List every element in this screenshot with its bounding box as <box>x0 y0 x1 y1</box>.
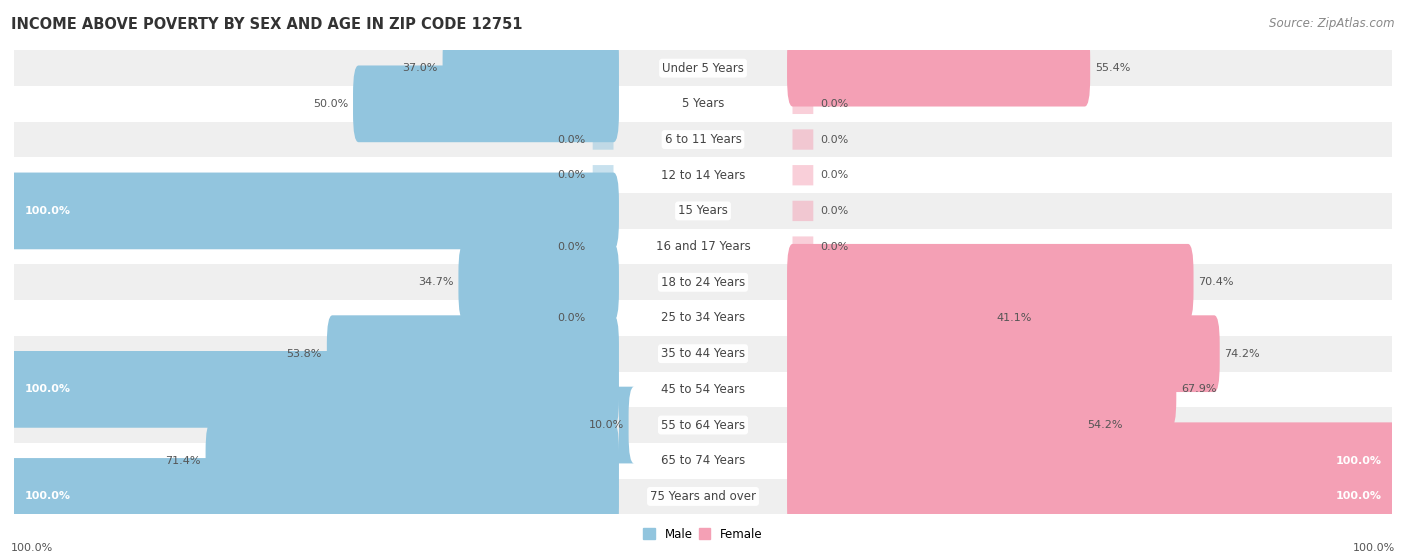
Bar <box>14 372 1392 407</box>
FancyBboxPatch shape <box>793 165 813 186</box>
Text: Under 5 Years: Under 5 Years <box>662 61 744 75</box>
Bar <box>14 193 1392 229</box>
FancyBboxPatch shape <box>326 315 619 392</box>
FancyBboxPatch shape <box>787 280 991 356</box>
Text: 0.0%: 0.0% <box>820 170 848 180</box>
Text: 0.0%: 0.0% <box>820 135 848 145</box>
FancyBboxPatch shape <box>8 351 619 428</box>
Text: 100.0%: 100.0% <box>24 385 70 394</box>
FancyBboxPatch shape <box>787 351 1177 428</box>
Bar <box>14 336 1392 372</box>
Text: 0.0%: 0.0% <box>820 99 848 109</box>
Text: 70.4%: 70.4% <box>1198 277 1234 287</box>
Legend: Male, Female: Male, Female <box>638 523 768 546</box>
Bar <box>14 479 1392 514</box>
Text: Source: ZipAtlas.com: Source: ZipAtlas.com <box>1270 17 1395 30</box>
FancyBboxPatch shape <box>593 308 613 328</box>
Text: 0.0%: 0.0% <box>820 241 848 252</box>
Text: 37.0%: 37.0% <box>402 63 437 73</box>
FancyBboxPatch shape <box>787 315 1219 392</box>
Bar <box>14 407 1392 443</box>
Text: 6 to 11 Years: 6 to 11 Years <box>665 133 741 146</box>
Text: 50.0%: 50.0% <box>314 99 349 109</box>
FancyBboxPatch shape <box>793 201 813 221</box>
FancyBboxPatch shape <box>613 387 634 463</box>
Text: 45 to 54 Years: 45 to 54 Years <box>661 383 745 396</box>
FancyBboxPatch shape <box>787 423 1398 499</box>
Text: 12 to 14 Years: 12 to 14 Years <box>661 169 745 182</box>
Text: 75 Years and over: 75 Years and over <box>650 490 756 503</box>
Text: 0.0%: 0.0% <box>558 313 586 323</box>
Text: 16 and 17 Years: 16 and 17 Years <box>655 240 751 253</box>
Text: 0.0%: 0.0% <box>558 135 586 145</box>
Text: 0.0%: 0.0% <box>820 206 848 216</box>
FancyBboxPatch shape <box>793 236 813 257</box>
Text: 25 to 34 Years: 25 to 34 Years <box>661 311 745 324</box>
FancyBboxPatch shape <box>787 387 1083 463</box>
Text: 55 to 64 Years: 55 to 64 Years <box>661 419 745 432</box>
FancyBboxPatch shape <box>793 94 813 114</box>
FancyBboxPatch shape <box>593 165 613 186</box>
Text: 100.0%: 100.0% <box>1353 543 1395 553</box>
FancyBboxPatch shape <box>443 30 619 107</box>
FancyBboxPatch shape <box>8 458 619 535</box>
Text: 65 to 74 Years: 65 to 74 Years <box>661 454 745 467</box>
Text: 67.9%: 67.9% <box>1181 385 1216 394</box>
FancyBboxPatch shape <box>787 244 1194 321</box>
Bar <box>14 50 1392 86</box>
FancyBboxPatch shape <box>787 458 1398 535</box>
Text: 100.0%: 100.0% <box>1336 456 1382 466</box>
Text: 100.0%: 100.0% <box>24 491 70 501</box>
Text: 0.0%: 0.0% <box>558 170 586 180</box>
FancyBboxPatch shape <box>205 423 619 499</box>
FancyBboxPatch shape <box>593 236 613 257</box>
Text: 53.8%: 53.8% <box>287 349 322 359</box>
Text: 55.4%: 55.4% <box>1095 63 1130 73</box>
Text: 54.2%: 54.2% <box>1087 420 1122 430</box>
Text: 18 to 24 Years: 18 to 24 Years <box>661 276 745 289</box>
Text: 10.0%: 10.0% <box>589 420 624 430</box>
FancyBboxPatch shape <box>353 65 619 142</box>
Bar <box>14 158 1392 193</box>
Bar <box>14 264 1392 300</box>
FancyBboxPatch shape <box>8 173 619 249</box>
Text: 100.0%: 100.0% <box>1336 491 1382 501</box>
FancyBboxPatch shape <box>593 129 613 150</box>
Bar <box>14 443 1392 479</box>
Bar <box>14 229 1392 264</box>
FancyBboxPatch shape <box>458 244 619 321</box>
Text: 100.0%: 100.0% <box>24 206 70 216</box>
Text: 71.4%: 71.4% <box>166 456 201 466</box>
FancyBboxPatch shape <box>793 129 813 150</box>
Text: 41.1%: 41.1% <box>997 313 1032 323</box>
Text: 0.0%: 0.0% <box>558 241 586 252</box>
Bar <box>14 122 1392 158</box>
Text: 5 Years: 5 Years <box>682 97 724 110</box>
Text: 15 Years: 15 Years <box>678 205 728 217</box>
Bar <box>14 86 1392 122</box>
Bar <box>14 300 1392 336</box>
Text: 100.0%: 100.0% <box>11 543 53 553</box>
Text: INCOME ABOVE POVERTY BY SEX AND AGE IN ZIP CODE 12751: INCOME ABOVE POVERTY BY SEX AND AGE IN Z… <box>11 17 523 32</box>
Text: 74.2%: 74.2% <box>1225 349 1260 359</box>
Text: 34.7%: 34.7% <box>418 277 454 287</box>
Text: 35 to 44 Years: 35 to 44 Years <box>661 347 745 360</box>
FancyBboxPatch shape <box>787 30 1090 107</box>
